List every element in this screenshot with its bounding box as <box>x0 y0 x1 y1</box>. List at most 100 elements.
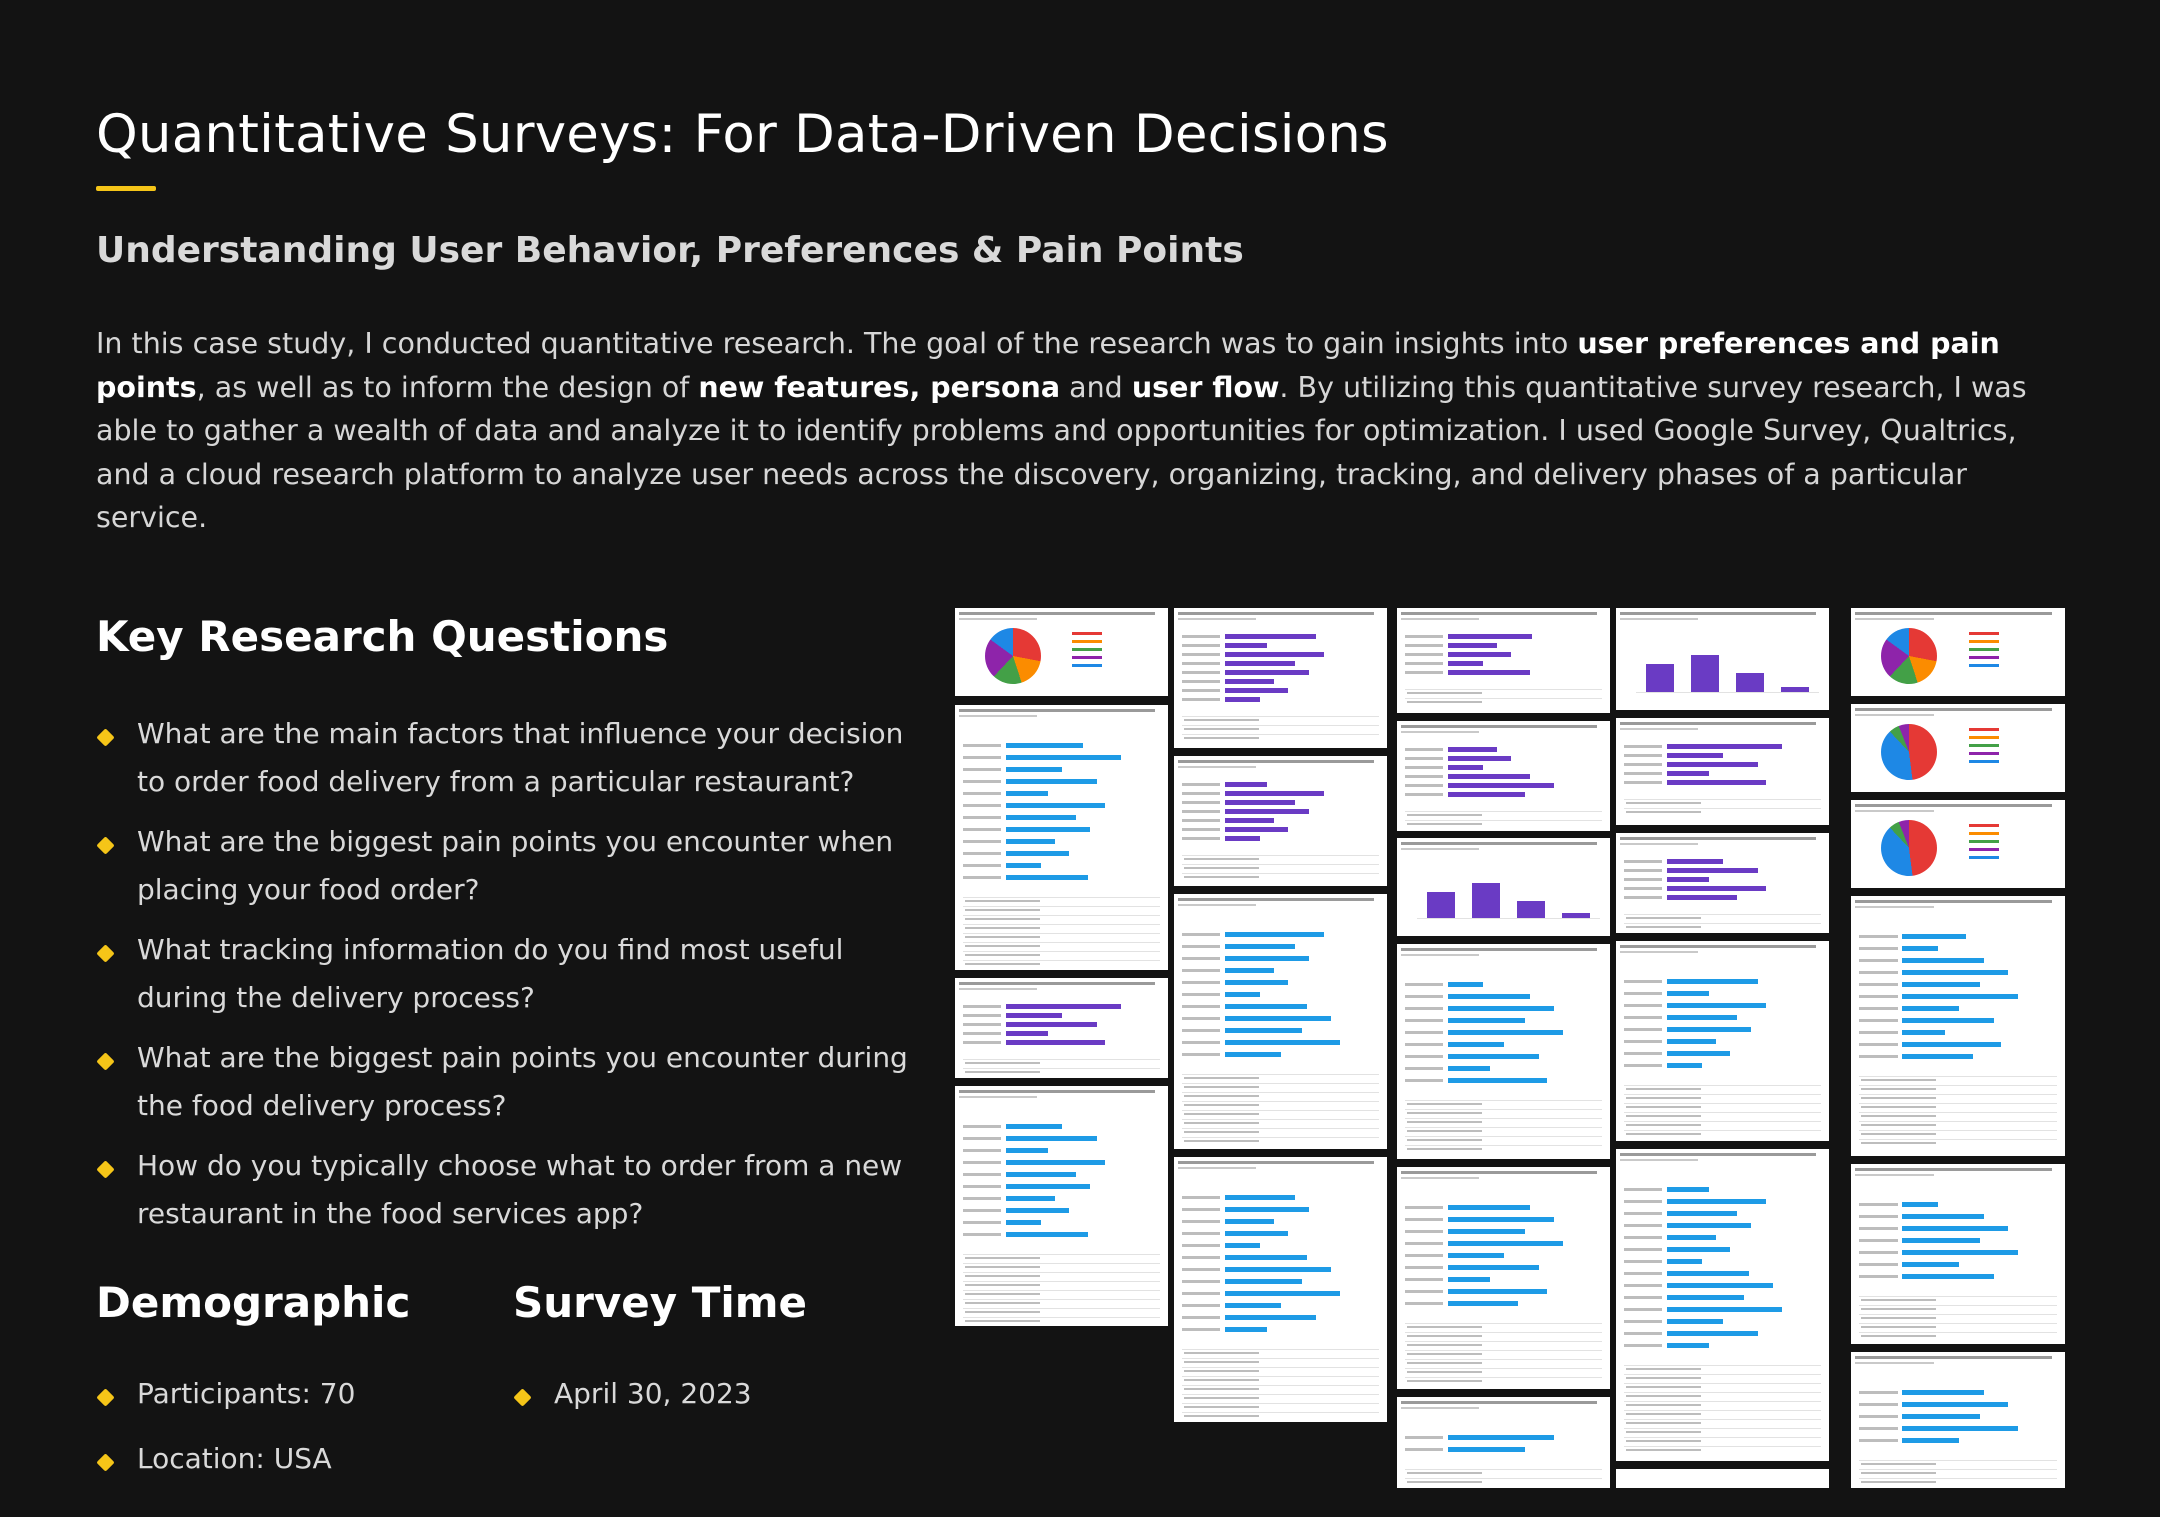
row-label <box>963 1233 1002 1236</box>
row-label <box>1859 947 1898 950</box>
table-cell <box>1184 1122 1259 1124</box>
row-label <box>1859 935 1898 938</box>
thumbnail-title <box>959 982 1155 990</box>
bar-thumb <box>1667 1247 1731 1252</box>
bar-thumb <box>1006 815 1077 820</box>
table-rule <box>963 1317 1160 1318</box>
intro-bold-3: user flow <box>1131 370 1280 404</box>
table-cell <box>1626 1115 1701 1117</box>
survey-thumbnail <box>1174 894 1387 1149</box>
table-cell <box>965 918 1040 920</box>
bar-thumb <box>1667 1223 1752 1228</box>
row-label <box>1182 1029 1221 1032</box>
row-label <box>1859 1439 1898 1442</box>
bar-thumb <box>1225 1016 1331 1021</box>
bar-thumb <box>1006 1208 1070 1213</box>
table-rule <box>1624 1446 1821 1447</box>
table-rule <box>1182 1092 1379 1093</box>
row-label <box>1859 1007 1898 1010</box>
table-cell <box>1626 802 1701 804</box>
diamond-bullet-icon <box>96 944 115 963</box>
bar-thumb <box>1006 1124 1063 1129</box>
bar-thumb <box>1448 1054 1540 1059</box>
bar-thumb <box>1667 1051 1731 1056</box>
bar-thumb <box>1902 946 1938 951</box>
table-rule <box>963 1059 1160 1060</box>
bar-thumb <box>1448 1447 1526 1452</box>
legend-swatch <box>1072 656 1103 659</box>
table-rule <box>1182 1358 1379 1359</box>
row-label <box>1405 644 1444 647</box>
row-label <box>1624 1212 1663 1215</box>
table-rule <box>1182 1385 1379 1386</box>
row-label <box>1405 775 1444 778</box>
table-rule <box>1859 1085 2057 1086</box>
list-item: What are the main factors that influence… <box>96 710 926 806</box>
legend-swatch <box>1072 632 1103 635</box>
bar-thumb <box>1225 1291 1341 1296</box>
survey-thumbnail <box>1174 756 1387 886</box>
bar-thumb <box>1667 1015 1738 1020</box>
list-item: Location: USA <box>96 1435 355 1483</box>
row-label <box>1182 1220 1221 1223</box>
pie-chart-thumb <box>985 628 1041 684</box>
bar-thumb <box>1448 982 1484 987</box>
survey-thumbnail <box>1174 608 1387 748</box>
survey-thumbnail <box>955 978 1168 1078</box>
bar-thumb <box>1667 771 1710 776</box>
row-label <box>963 804 1002 807</box>
table-cell <box>1861 1133 1936 1135</box>
bar-thumb <box>1667 991 1710 996</box>
axis-line <box>1417 918 1600 919</box>
row-label <box>1405 748 1444 751</box>
page-subtitle: Understanding User Behavior, Preferences… <box>96 230 1244 271</box>
row-label <box>963 1137 1002 1140</box>
bar-thumb <box>1902 1438 1959 1443</box>
bar-thumb <box>1225 1040 1341 1045</box>
row-label <box>1405 1242 1444 1245</box>
bar-thumb <box>1902 1018 1995 1023</box>
row-label <box>1859 971 1898 974</box>
table-rule <box>1859 1332 2057 1333</box>
bar-thumb <box>1006 1172 1077 1177</box>
row-label <box>963 1014 1002 1017</box>
row-label <box>1405 1206 1444 1209</box>
survey-thumbnail <box>1397 1397 1610 1488</box>
diamond-bullet-icon <box>96 1453 115 1472</box>
intro-bold-2: new features, persona <box>698 370 1061 404</box>
survey-thumbnail <box>1397 944 1610 1159</box>
bar-thumb <box>1225 782 1268 787</box>
row-label <box>1624 1016 1663 1019</box>
bar-thumb <box>1225 697 1261 702</box>
survey-thumbnail <box>1616 1469 1829 1488</box>
row-label <box>1182 828 1221 831</box>
table-rule <box>1859 1103 2057 1104</box>
table-rule <box>1182 1403 1379 1404</box>
table-rule <box>1405 1377 1602 1378</box>
table-cell <box>1861 1308 1936 1310</box>
bar-thumb <box>1448 1205 1530 1210</box>
table-rule <box>1405 1469 1602 1470</box>
row-label <box>963 1221 1002 1224</box>
table-cell <box>965 936 1040 938</box>
row-label <box>1182 1053 1221 1056</box>
row-label <box>1624 1064 1663 1067</box>
bar-thumb <box>1225 1303 1282 1308</box>
row-label <box>963 1032 1002 1035</box>
table-rule <box>1859 1130 2057 1131</box>
row-label <box>1624 745 1663 748</box>
survey-thumbnail <box>1616 1149 1829 1461</box>
table-cell <box>1407 814 1482 816</box>
row-label <box>1405 1007 1444 1010</box>
column-thumb <box>1736 673 1764 692</box>
bar-thumb <box>1667 1027 1752 1032</box>
table-cell <box>1861 1472 1936 1474</box>
bar-thumb <box>1225 1267 1331 1272</box>
table-rule <box>1182 1110 1379 1111</box>
table-rule <box>1182 1074 1379 1075</box>
table-cell <box>1861 1079 1936 1081</box>
row-label <box>963 1161 1002 1164</box>
table-rule <box>963 1254 1160 1255</box>
table-cell <box>1407 701 1482 703</box>
table-rule <box>963 924 1160 925</box>
